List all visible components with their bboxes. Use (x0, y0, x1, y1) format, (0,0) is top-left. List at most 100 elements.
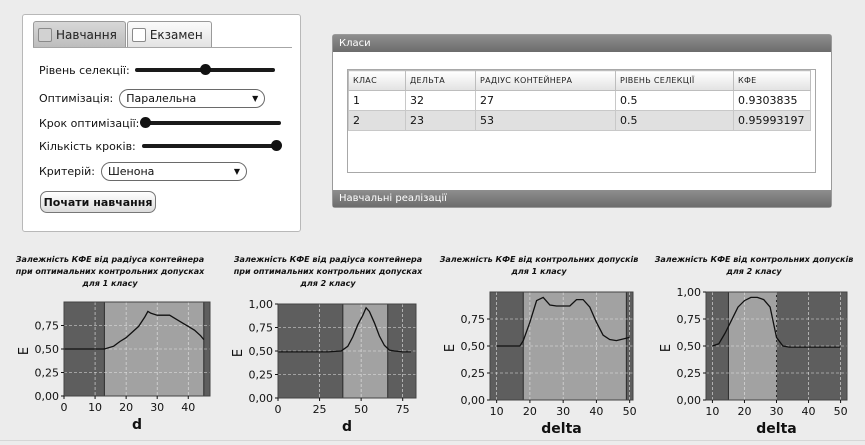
x-tick-label: 50 (354, 403, 368, 416)
y-tick-label: 0,75 (249, 322, 274, 335)
x-tick-label: 40 (589, 405, 603, 418)
chart-kfe-delta-class-2: Залежність КФЕ від контрольних допусків … (647, 254, 861, 440)
criterion-value: Шенона (108, 165, 155, 178)
x-tick-label: 50 (834, 405, 848, 418)
chart-plot: 0,00 0,25 0,50 0,75 10 20 30 40 50 delta E (443, 291, 637, 437)
steps-count-slider[interactable] (141, 139, 282, 153)
x-tick-label: 50 (623, 405, 637, 418)
x-axis-label: d (342, 419, 352, 435)
cell-delta: 32 (405, 90, 476, 111)
cell-radius: 53 (475, 110, 616, 131)
x-tick-label: 30 (770, 405, 784, 418)
x-tick-label: 10 (490, 405, 504, 418)
training-realizations-bar[interactable]: Навчальні реалізації (333, 190, 831, 207)
y-tick-label: 0,00 (35, 390, 60, 403)
optimization-step-handle[interactable] (140, 117, 152, 128)
cell-kfe: 0.95993197 (733, 110, 811, 131)
y-tick-label: 0,25 (249, 369, 274, 382)
chart-plot: 0,00 0,25 0,50 0,75 0 10 20 30 40 d E (17, 301, 211, 433)
y-tick-label: 0,75 (677, 313, 702, 326)
optimization-step-slider[interactable] (140, 116, 282, 130)
series-line (278, 306, 411, 353)
y-tick-label: 0,00 (677, 394, 702, 407)
x-tick-label: 10 (705, 405, 719, 418)
chart-kfe-radius-class-2: Залежність КФЕ від радіуса контейнера пр… (222, 254, 434, 440)
x-tick-label: 0 (61, 401, 68, 414)
tab-exam-checkbox-icon (131, 27, 146, 42)
cell-selection: 0.5 (615, 110, 734, 131)
cell-kfe: 0.9303835 (733, 90, 811, 111)
chart-title-line: для 2 класу (726, 267, 782, 276)
y-tick-label: 1,00 (249, 298, 274, 311)
training-panel: Навчання Екзамен Рівень селекції: Оптимі… (22, 14, 301, 232)
chart-title: Залежність КФЕ від контрольних допусків … (431, 254, 647, 278)
x-tick-label: 0 (275, 403, 282, 416)
selection-level-row: Рівень селекції: (39, 63, 275, 77)
chart-plot: 0,00 0,25 0,50 0,75 1,00 0 25 50 75 d E (231, 298, 417, 435)
y-tick-label: 0,00 (249, 392, 274, 405)
optimization-select[interactable]: Паралельна ▼ (119, 89, 266, 108)
optimization-step-label: Крок оптимізації: (39, 116, 140, 130)
chart-title-line: для 1 класу (511, 267, 567, 276)
table-row[interactable]: 1 32 27 0.5 0.9303835 (348, 90, 811, 111)
classes-table-header: КЛАС ДЕЛЬТА РАДІУС КОНТЕЙНЕРА РІВЕНЬ СЕЛ… (348, 70, 811, 91)
x-axis-label: delta (541, 421, 581, 437)
cell-class: 1 (348, 90, 406, 111)
y-tick-label: 0,50 (461, 340, 486, 353)
x-tick-label: 25 (313, 403, 327, 416)
selection-level-handle[interactable] (199, 64, 211, 75)
steps-count-label: Кількість кроків: (39, 139, 136, 153)
tab-exam-label: Екзамен (149, 27, 203, 42)
table-row[interactable]: 2 23 53 0.5 0.95993197 (348, 110, 811, 131)
tab-training[interactable]: Навчання (33, 21, 126, 47)
y-tick-label: 0,50 (249, 345, 274, 358)
column-header-selection[interactable]: РІВЕНЬ СЕЛЕКЦІЇ (615, 70, 734, 91)
tab-training-label: Навчання (56, 27, 117, 42)
chart-title: Залежність КФЕ від радіуса контейнера пр… (222, 254, 434, 290)
tab-exam[interactable]: Екзамен (126, 21, 212, 47)
chart-kfe-radius-class-1: Залежність КФЕ від радіуса контейнера пр… (4, 254, 216, 440)
classes-table: КЛАС ДЕЛЬТА РАДІУС КОНТЕЙНЕРА РІВЕНЬ СЕЛ… (348, 70, 811, 131)
tab-divider (33, 47, 292, 48)
y-axis-label: E (17, 347, 32, 355)
column-header-radius[interactable]: РАДІУС КОНТЕЙНЕРА (475, 70, 616, 91)
start-training-button[interactable]: Почати навчання (40, 191, 156, 213)
chart-title-line: Залежність КФЕ від контрольних допусків (439, 255, 639, 264)
chart-kfe-delta-class-1: Залежність КФЕ від контрольних допусків … (431, 254, 647, 440)
optimization-step-track (145, 121, 282, 125)
y-axis-label: E (659, 344, 674, 352)
chart-title-line: при оптимальних контрольних допусках (15, 267, 205, 276)
criterion-label: Критерій: (39, 165, 96, 178)
cell-class: 2 (348, 110, 406, 131)
chart-title-line: Залежність КФЕ від радіуса контейнера (233, 255, 423, 264)
series-line (712, 296, 841, 348)
x-axis-label: d (132, 417, 142, 433)
x-tick-label: 20 (119, 401, 133, 414)
classes-panel-title: Класи (333, 35, 831, 52)
chart-title-line: Залежність КФЕ від контрольних допусків (654, 255, 854, 264)
selection-level-slider[interactable] (134, 63, 275, 77)
selection-level-label: Рівень селекції: (39, 63, 130, 77)
column-header-class[interactable]: КЛАС (348, 70, 406, 91)
x-tick-label: 40 (802, 405, 816, 418)
chevron-down-icon: ▼ (233, 167, 241, 176)
chart-title-line: при оптимальних контрольних допусках (233, 267, 423, 276)
chart-plot: 0,00 0,25 0,50 0,75 1,00 10 20 30 40 50 delta E (659, 286, 848, 437)
y-tick-label: 0,75 (461, 313, 486, 326)
bottom-divider (0, 440, 865, 441)
y-axis-label: E (443, 344, 458, 352)
x-tick-label: 20 (523, 405, 537, 418)
steps-count-handle[interactable] (270, 140, 282, 151)
classes-table-container: КЛАС ДЕЛЬТА РАДІУС КОНТЕЙНЕРА РІВЕНЬ СЕЛ… (347, 69, 816, 173)
y-tick-label: 0,25 (677, 367, 702, 380)
cell-delta: 23 (405, 110, 476, 131)
criterion-select[interactable]: Шенона ▼ (101, 162, 248, 181)
x-tick-label: 20 (737, 405, 751, 418)
cell-radius: 27 (475, 90, 616, 111)
y-tick-label: 0,00 (461, 394, 486, 407)
chart-title-line: для 1 класу (82, 279, 138, 288)
column-header-delta[interactable]: ДЕЛЬТА (405, 70, 476, 91)
optimization-value: Паралельна (126, 92, 197, 105)
column-header-kfe[interactable]: КФЕ (733, 70, 811, 91)
y-tick-label: 0,50 (677, 340, 702, 353)
